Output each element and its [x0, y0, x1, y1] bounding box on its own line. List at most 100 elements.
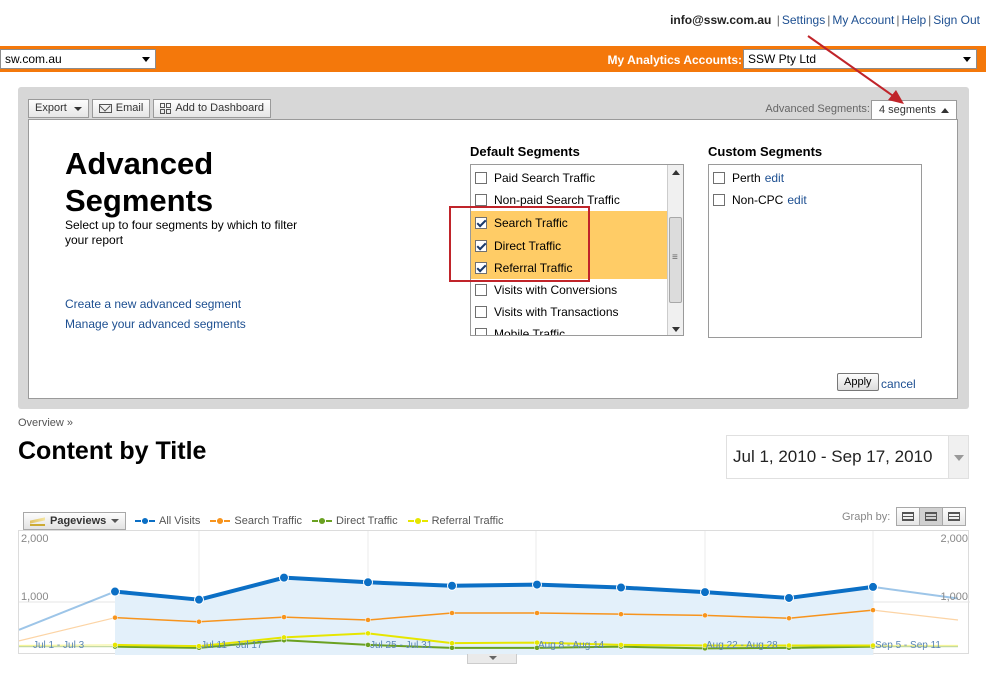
data-point [786, 642, 792, 649]
checkbox-checked[interactable] [475, 239, 487, 252]
segments-description: Select up to four segments by which to f… [65, 218, 298, 247]
separator: | [827, 13, 831, 27]
segment-item-transactions[interactable]: Visits with Transactions [471, 301, 667, 323]
manage-segments-link[interactable]: Manage your advanced segments [65, 317, 246, 331]
data-point [365, 617, 371, 623]
checkbox[interactable] [475, 306, 487, 318]
data-point [363, 577, 373, 588]
checkbox-checked[interactable] [475, 262, 487, 274]
checkbox[interactable] [475, 172, 487, 184]
chart-svg: 2,000 2,000 1,000 1,000 Jul 1 - Jul 3 Jul 11 … [19, 531, 970, 655]
edit-segment-link[interactable]: edit [764, 171, 785, 185]
page-title: Content by Title [18, 437, 207, 465]
breadcrumb-overview[interactable]: Overview » [18, 417, 74, 429]
calendar-day-icon [902, 512, 914, 521]
add-to-dashboard-button[interactable]: Add to Dashboard [153, 99, 271, 118]
graph-by-month-button[interactable] [942, 507, 966, 526]
data-point [196, 643, 202, 649]
series-line-all-visits [114, 575, 874, 602]
profile-select[interactable]: sw.com.au [0, 49, 156, 69]
data-point [196, 618, 202, 625]
data-point [700, 587, 710, 598]
segment-item-non-paid-search[interactable]: Non-paid Search Traffic [471, 189, 667, 211]
profile-select-value: sw.com.au [5, 52, 62, 66]
chevron-down-icon[interactable] [948, 436, 968, 478]
custom-segments-list: Perth edit Non-CPC edit [708, 164, 922, 338]
email-label: Email [115, 102, 144, 114]
chart-expand-toggle[interactable] [467, 654, 517, 664]
segment-item-mobile[interactable]: Mobile Traffic [471, 323, 667, 336]
y-axis-label: 1,000 [940, 591, 968, 603]
graph-by-week-button[interactable] [919, 507, 943, 526]
checkbox[interactable] [475, 284, 487, 296]
settings-link[interactable]: Settings [781, 13, 826, 27]
separator: | [928, 13, 932, 27]
checkbox-checked[interactable] [475, 216, 487, 229]
create-segment-link[interactable]: Create a new advanced segment [65, 297, 242, 311]
sign-out-link[interactable]: Sign Out [933, 13, 980, 27]
annotation-arrow-icon [807, 35, 904, 104]
checkbox[interactable] [475, 328, 487, 335]
segment-item-direct-traffic[interactable]: Direct Traffic [471, 234, 667, 257]
y-axis-label: 2,000 [940, 533, 968, 545]
graph-by-day-button[interactable] [896, 507, 920, 526]
segment-label: Mobile Traffic [494, 327, 566, 336]
help-link[interactable]: Help [901, 13, 927, 27]
data-point [449, 645, 455, 651]
checkbox[interactable] [713, 172, 725, 184]
cancel-link[interactable]: cancel [881, 377, 916, 391]
data-point [618, 642, 624, 648]
checkbox[interactable] [713, 194, 725, 206]
date-range-picker[interactable]: Jul 1, 2010 - Sep 17, 2010 [726, 435, 969, 479]
segment-item-perth[interactable]: Perth edit [709, 167, 917, 189]
data-point [281, 614, 287, 620]
segment-item-conversions[interactable]: Visits with Conversions [471, 279, 667, 301]
segment-item-referral-traffic[interactable]: Referral Traffic [471, 257, 667, 279]
segments-content: Advanced Segments Select up to four segm… [28, 119, 958, 399]
segment-label: Non-CPC [732, 193, 784, 207]
my-account-link[interactable]: My Account [832, 13, 895, 27]
account-bar: sw.com.au My Analytics Accounts: SSW Pty… [0, 46, 986, 72]
metric-select[interactable]: Pageviews [23, 512, 127, 530]
data-point [112, 614, 118, 621]
segment-item-non-cpc[interactable]: Non-CPC edit [709, 189, 917, 211]
data-point [784, 592, 794, 603]
segment-item-paid-search[interactable]: Paid Search Traffic [471, 167, 667, 189]
data-point [279, 572, 289, 583]
top-links: info@ssw.com.au | Settings | My Account | Hel… [670, 13, 980, 27]
advanced-segments-panel: Export Email Add to Dashboard Advanced S… [18, 87, 969, 409]
segment-label: Direct Traffic [494, 238, 562, 253]
edit-segment-link[interactable]: edit [787, 193, 807, 207]
checkbox[interactable] [475, 194, 487, 206]
data-point [449, 640, 455, 646]
apply-button[interactable]: Apply [837, 373, 879, 391]
breadcrumb[interactable]: Overview » [18, 417, 73, 429]
legend-item-referral-traffic: Referral Traffic [407, 515, 504, 527]
series-line-edge [19, 590, 116, 631]
x-axis-label: Jul 1 - Jul 3 [33, 640, 85, 651]
user-email: info@ssw.com.au [670, 13, 772, 27]
line-chart: 2,000 2,000 1,000 1,000 Jul 1 - Jul 3 Jul 11 … [18, 530, 970, 655]
legend-item-direct-traffic: Direct Traffic [312, 515, 398, 527]
custom-segments-heading: Custom Segments [708, 144, 823, 159]
list-scrollbar[interactable] [667, 165, 683, 335]
x-axis-label: Jul 11 - Jul 17 [201, 640, 263, 651]
accounts-select[interactable]: SSW Pty Ltd [743, 49, 977, 69]
series-line-edge [872, 585, 959, 600]
scroll-down-icon[interactable] [672, 327, 680, 332]
segment-label: Search Traffic [494, 215, 568, 230]
segment-item-search-traffic[interactable]: Search Traffic [471, 211, 667, 234]
email-button[interactable]: Email [91, 99, 151, 118]
scrollbar-thumb[interactable] [669, 217, 682, 303]
scroll-up-icon[interactable] [672, 170, 680, 175]
data-point [534, 639, 540, 646]
chevron-down-icon [142, 57, 150, 62]
data-point [447, 580, 457, 591]
data-point [870, 607, 876, 613]
series-line-direct-traffic [114, 639, 874, 650]
export-button[interactable]: Export [28, 99, 89, 118]
segments-toggle[interactable]: 4 segments [871, 100, 957, 120]
legend-label: All Visits [159, 515, 201, 527]
data-point [534, 610, 540, 616]
legend-swatch [407, 517, 428, 525]
